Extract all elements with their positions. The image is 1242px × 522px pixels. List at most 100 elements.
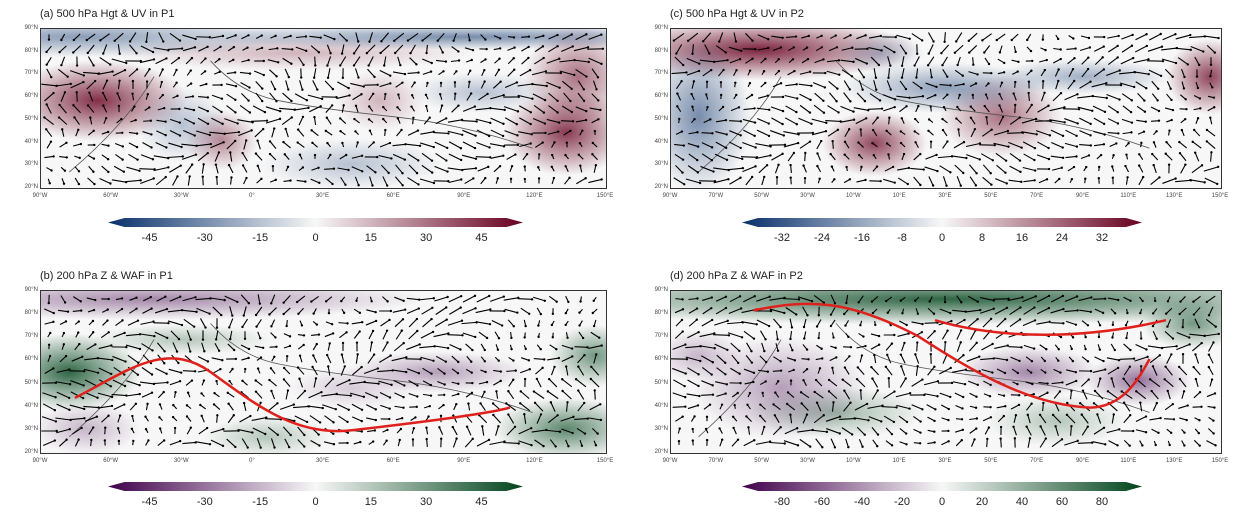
wind-vector-head [180, 323, 184, 327]
wind-vector-head [550, 165, 553, 169]
wind-vector-head [340, 52, 344, 55]
wind-vector-head [1118, 428, 1121, 431]
wind-vector-arrow [453, 33, 457, 41]
wind-vector-head [341, 141, 344, 145]
wind-vector-arrow [169, 296, 181, 302]
wind-vector-arrow [969, 392, 977, 398]
wind-vector-head [934, 408, 937, 411]
wind-vector-head [1018, 116, 1022, 119]
wind-vector-arrow [771, 117, 783, 125]
wind-vector-arrow [550, 402, 556, 412]
wind-vector-arrow [565, 366, 569, 376]
wind-vector-head [223, 298, 226, 302]
wind-vector-arrow [564, 177, 570, 185]
wind-vector-head [118, 414, 122, 417]
wind-vector-head [1047, 167, 1051, 171]
wind-vector-arrow [798, 83, 812, 87]
wind-vector-arrow [325, 177, 333, 185]
lon-label: 50°E [984, 193, 998, 199]
wind-vector-head [932, 312, 936, 315]
wind-vector-arrow [144, 68, 150, 78]
wind-vector-arrow [312, 355, 318, 363]
wind-vector-arrow [1148, 69, 1162, 77]
wind-vector-head [247, 301, 251, 305]
wind-vector-head [1075, 379, 1078, 383]
wind-vector-arrow [406, 297, 420, 301]
wind-vector-arrow [1206, 129, 1216, 137]
wind-vector-head [314, 377, 318, 380]
wind-vector-head [916, 365, 919, 368]
wind-vector-head [475, 120, 478, 123]
wind-vector-head [1105, 96, 1108, 100]
wind-vector-arrow [972, 57, 974, 65]
wind-vector-head [327, 365, 330, 368]
wind-vector-head [794, 35, 798, 38]
wind-vector-head [63, 91, 67, 94]
wind-vector-head [416, 395, 419, 398]
wind-vector-head [1033, 169, 1037, 172]
wind-vector-arrow [915, 366, 919, 376]
wind-vector-head [1171, 75, 1174, 78]
wind-vector-arrow [1038, 178, 1048, 184]
wind-vector-head [278, 117, 282, 121]
wind-vector-head [761, 391, 764, 395]
wind-vector-head [1014, 414, 1018, 417]
wind-vector-head [949, 171, 952, 174]
wind-vector-head [574, 378, 578, 381]
wind-vector-arrow [1180, 68, 1186, 78]
wind-vector-arrow [408, 380, 418, 386]
lat-label: 30°N [654, 161, 668, 168]
wind-vector-head [77, 170, 81, 173]
wind-vector-head [248, 111, 252, 114]
wind-vector-arrow [994, 357, 1008, 361]
wind-vector-head [1054, 425, 1057, 428]
wind-vector-head [600, 344, 603, 347]
wind-vector-head [431, 171, 434, 174]
wind-vector-arrow [1119, 82, 1135, 88]
wind-vector-arrow [451, 46, 459, 52]
wind-vector-arrow [955, 439, 963, 447]
wind-vector-arrow [1134, 45, 1148, 53]
wind-vector-head [172, 403, 175, 407]
wind-vector-head [428, 116, 431, 119]
wind-vector-head [829, 324, 833, 328]
wind-vector-arrow [465, 343, 473, 351]
wind-vector-head [301, 115, 305, 119]
wind-vector-arrow [774, 415, 780, 423]
wind-vector-head [318, 181, 321, 185]
wind-vector-arrow [575, 69, 587, 77]
wind-vector-arrow [128, 142, 138, 148]
wind-vector-arrow [1066, 369, 1076, 373]
wind-vector-head [1004, 317, 1007, 321]
wind-vector-head [86, 51, 89, 55]
lon-label: 30°W [800, 193, 815, 199]
wind-vector-head [320, 390, 323, 394]
wind-vector-head [247, 99, 250, 102]
wind-vector-arrow [1000, 438, 1002, 448]
wind-vector-arrow [352, 416, 362, 422]
wind-vector-head [512, 57, 515, 60]
wind-vector-head [54, 420, 58, 423]
wind-vector-head [585, 75, 588, 78]
wind-vector-arrow [730, 367, 740, 375]
wind-vector-head [1166, 325, 1169, 328]
wind-vector-head [234, 357, 238, 361]
wind-vector-head [542, 34, 545, 38]
wind-vector-arrow [55, 83, 71, 87]
wind-vector-arrow [1121, 93, 1133, 101]
wind-vector-arrow [197, 106, 209, 112]
wind-vector-head [1020, 146, 1023, 149]
wind-vector-head [1106, 390, 1110, 393]
wind-vector-head [396, 106, 399, 109]
wind-vector-arrow [74, 343, 80, 351]
wind-vector-head [810, 122, 813, 126]
wind-vector-head [852, 118, 856, 121]
wind-vector-arrow [324, 332, 334, 338]
wind-vector-head [498, 47, 502, 50]
lon-label: 30°W [800, 458, 815, 464]
wind-vector-arrow [310, 334, 320, 336]
wind-vector-head [274, 178, 277, 182]
wind-vector-head [489, 308, 492, 311]
wind-vector-arrow [1191, 164, 1203, 174]
wind-vector-arrow [420, 131, 434, 135]
